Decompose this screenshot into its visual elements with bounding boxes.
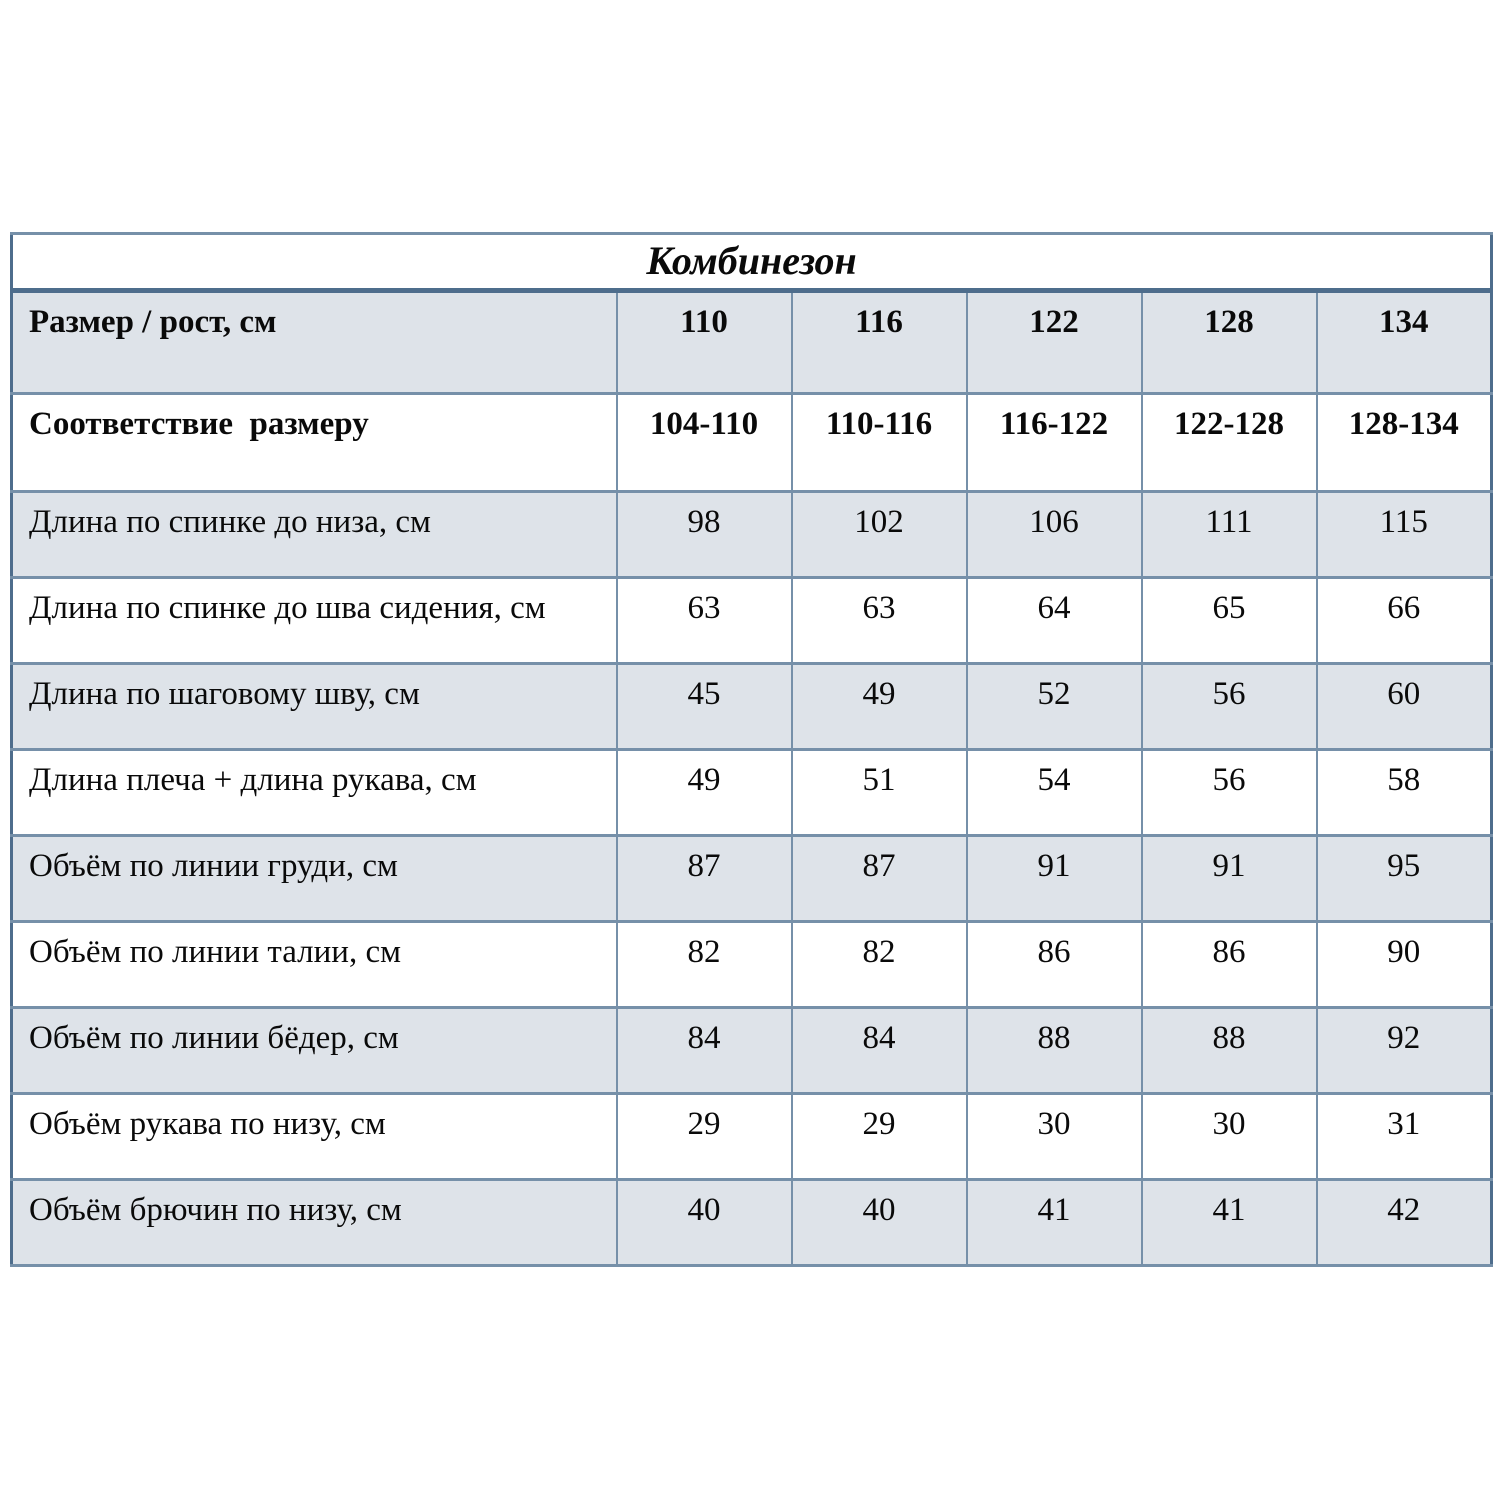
- row-label: Длина по спинке до низа, см: [10, 490, 618, 579]
- cell-value: 87: [790, 834, 968, 923]
- cell-value: 64: [965, 576, 1143, 665]
- table-row: Объём по линии бёдер, см 84 84 88 88 92: [10, 1006, 1493, 1095]
- cell-value: 86: [1140, 920, 1318, 1009]
- cell-value: 41: [965, 1178, 1143, 1267]
- cell-value: 31: [1315, 1092, 1493, 1181]
- cell-value: 86: [965, 920, 1143, 1009]
- table-row: Объём по линии груди, см 87 87 91 91 95: [10, 834, 1493, 923]
- header-label: Размер / рост, см: [10, 289, 618, 395]
- header-size-116: 116: [790, 289, 968, 395]
- cell-value: 56: [1140, 748, 1318, 837]
- cell-value: 111: [1140, 490, 1318, 579]
- cell-value: 30: [1140, 1092, 1318, 1181]
- cell-value: 91: [965, 834, 1143, 923]
- cell-value: 90: [1315, 920, 1493, 1009]
- cell-value: 49: [790, 662, 968, 751]
- size-match-value: 104-110: [615, 392, 793, 493]
- cell-value: 95: [1315, 834, 1493, 923]
- cell-value: 98: [615, 490, 793, 579]
- table-row: Длина плеча + длина рукава, см 49 51 54 …: [10, 748, 1493, 837]
- row-label: Объём брючин по низу, см: [10, 1178, 618, 1267]
- table-row: Длина по спинке до низа, см 98 102 106 1…: [10, 490, 1493, 579]
- cell-value: 84: [615, 1006, 793, 1095]
- cell-value: 49: [615, 748, 793, 837]
- table-row: Объём брючин по низу, см 40 40 41 41 42: [10, 1178, 1493, 1267]
- cell-value: 106: [965, 490, 1143, 579]
- table-row: Длина по шаговому шву, см 45 49 52 56 60: [10, 662, 1493, 751]
- cell-value: 40: [790, 1178, 968, 1267]
- row-label: Длина по спинке до шва сидения, см: [10, 576, 618, 665]
- size-match-value: 128-134: [1315, 392, 1493, 493]
- cell-value: 42: [1315, 1178, 1493, 1267]
- cell-value: 87: [615, 834, 793, 923]
- table-title: Комбинезон: [10, 232, 1493, 293]
- row-label: Объём рукава по низу, см: [10, 1092, 618, 1181]
- header-size-134: 134: [1315, 289, 1493, 395]
- size-match-value: 116-122: [965, 392, 1143, 493]
- cell-value: 29: [615, 1092, 793, 1181]
- cell-value: 56: [1140, 662, 1318, 751]
- header-size-122: 122: [965, 289, 1143, 395]
- cell-value: 60: [1315, 662, 1493, 751]
- size-match-value: 110-116: [790, 392, 968, 493]
- row-label: Объём по линии талии, см: [10, 920, 618, 1009]
- cell-value: 30: [965, 1092, 1143, 1181]
- cell-value: 58: [1315, 748, 1493, 837]
- table-row: Объём по линии талии, см 82 82 86 86 90: [10, 920, 1493, 1009]
- table-title-row: Комбинезон: [10, 232, 1493, 293]
- header-row: Размер / рост, см 110 116 122 128 134: [10, 289, 1493, 395]
- cell-value: 102: [790, 490, 968, 579]
- cell-value: 91: [1140, 834, 1318, 923]
- table-row: Объём рукава по низу, см 29 29 30 30 31: [10, 1092, 1493, 1181]
- cell-value: 63: [790, 576, 968, 665]
- cell-value: 92: [1315, 1006, 1493, 1095]
- cell-value: 88: [1140, 1006, 1318, 1095]
- row-label: Длина по шаговому шву, см: [10, 662, 618, 751]
- cell-value: 65: [1140, 576, 1318, 665]
- cell-value: 63: [615, 576, 793, 665]
- header-size-128: 128: [1140, 289, 1318, 395]
- size-match-label: Соответствие размеру: [10, 392, 618, 493]
- cell-value: 41: [1140, 1178, 1318, 1267]
- row-label: Длина плеча + длина рукава, см: [10, 748, 618, 837]
- table-row: Длина по спинке до шва сидения, см 63 63…: [10, 576, 1493, 665]
- cell-value: 54: [965, 748, 1143, 837]
- size-match-row: Соответствие размеру 104-110 110-116 116…: [10, 392, 1493, 493]
- cell-value: 52: [965, 662, 1143, 751]
- cell-value: 66: [1315, 576, 1493, 665]
- cell-value: 82: [615, 920, 793, 1009]
- cell-value: 84: [790, 1006, 968, 1095]
- cell-value: 29: [790, 1092, 968, 1181]
- size-match-value: 122-128: [1140, 392, 1318, 493]
- cell-value: 82: [790, 920, 968, 1009]
- cell-value: 40: [615, 1178, 793, 1267]
- cell-value: 115: [1315, 490, 1493, 579]
- cell-value: 51: [790, 748, 968, 837]
- header-size-110: 110: [615, 289, 793, 395]
- row-label: Объём по линии груди, см: [10, 834, 618, 923]
- cell-value: 45: [615, 662, 793, 751]
- size-chart-table: Комбинезон Размер / рост, см 110 116 122…: [10, 232, 1494, 1267]
- cell-value: 88: [965, 1006, 1143, 1095]
- row-label: Объём по линии бёдер, см: [10, 1006, 618, 1095]
